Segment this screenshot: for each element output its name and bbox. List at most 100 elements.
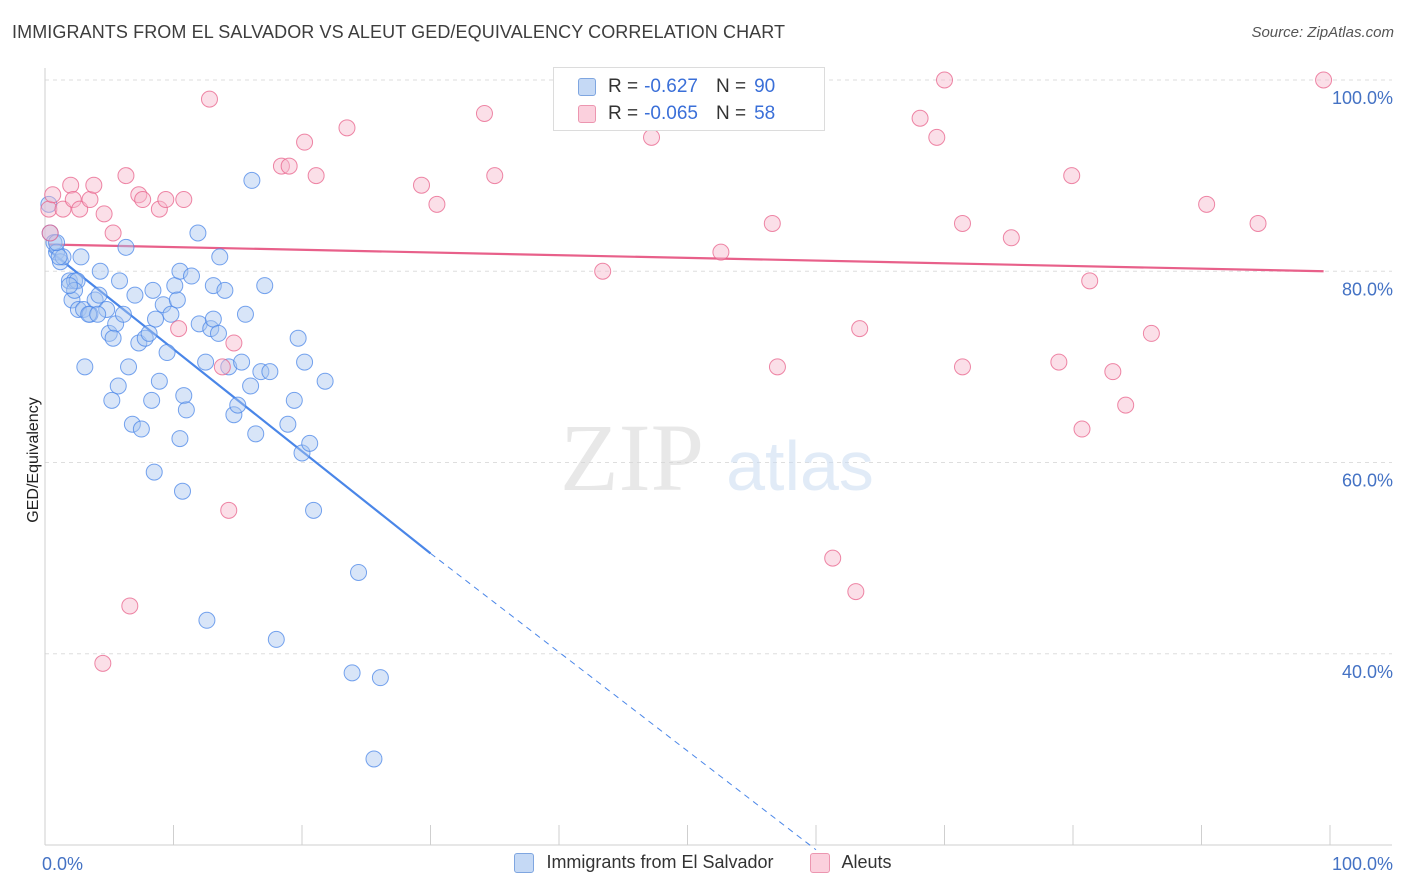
point-salvador <box>98 301 116 318</box>
point-aleut <box>413 176 431 194</box>
point-salvador <box>285 391 303 409</box>
legend-swatch-salvador <box>578 78 596 96</box>
point-salvador <box>267 630 285 648</box>
point-salvador <box>166 277 184 295</box>
point-salvador <box>66 281 84 299</box>
point-salvador <box>111 272 129 290</box>
point-salvador <box>76 358 94 376</box>
trend-lines <box>48 243 1324 851</box>
point-salvador <box>143 391 161 409</box>
point-salvador <box>220 358 238 376</box>
x-tick-label-min: 0.0% <box>42 854 83 874</box>
point-salvador <box>350 563 368 581</box>
point-aleut <box>428 195 446 213</box>
point-aleut <box>338 119 356 137</box>
point-aleut <box>1050 353 1068 371</box>
point-salvador <box>63 291 81 309</box>
point-salvador <box>229 396 247 414</box>
trend-extension-salvador <box>430 552 817 851</box>
point-aleut <box>44 186 62 204</box>
legend-row-salvador: R = -0.627 N = 90 <box>578 74 775 100</box>
point-aleut <box>911 109 929 127</box>
point-aleut <box>847 583 865 601</box>
point-salvador <box>48 234 66 252</box>
point-salvador <box>158 344 176 362</box>
point-aleut <box>157 191 175 209</box>
point-aleut <box>936 71 953 89</box>
point-aleut <box>81 191 99 209</box>
y-axis-title: GED/Equivalency <box>25 397 42 522</box>
point-salvador <box>316 372 334 390</box>
point-salvador <box>289 329 307 347</box>
point-aleut <box>85 176 103 194</box>
point-aleut <box>928 128 946 146</box>
point-salvador <box>104 329 122 347</box>
point-salvador <box>150 372 168 390</box>
point-aleut <box>763 214 781 232</box>
point-aleut <box>475 104 493 122</box>
point-salvador <box>198 611 216 629</box>
point-salvador <box>305 501 323 519</box>
point-salvador <box>365 750 383 768</box>
legend-r-value: -0.065 <box>644 103 698 124</box>
series-label-aleut: Aleuts <box>841 852 892 872</box>
trend-line-aleut <box>48 243 1324 273</box>
point-aleut <box>150 200 168 218</box>
point-salvador <box>145 463 163 481</box>
point-salvador <box>177 401 195 419</box>
point-salvador <box>182 267 200 285</box>
point-aleut <box>1142 324 1160 342</box>
point-aleut <box>712 243 730 261</box>
point-aleut <box>1063 167 1081 185</box>
point-salvador <box>204 310 222 328</box>
point-aleut <box>213 358 231 376</box>
point-aleut <box>1002 229 1020 247</box>
point-aleut <box>220 501 238 519</box>
x-tick-label-max: 100.0% <box>1332 854 1393 874</box>
chart-title: IMMIGRANTS FROM EL SALVADOR VS ALEUT GED… <box>12 22 786 42</box>
point-aleut <box>175 191 193 209</box>
series-swatch-salvador <box>514 852 535 873</box>
series-legend: Immigrants from El Salvador Aleuts <box>0 852 1406 873</box>
watermark-atlas: atlas <box>726 427 874 505</box>
point-salvador <box>117 238 135 256</box>
legend-r-label: R = <box>608 103 639 124</box>
legend-r-label: R = <box>608 76 639 97</box>
point-salvador <box>50 248 68 266</box>
legend-n-label: N = <box>715 103 747 124</box>
series-legend-salvador: Immigrants from El Salvador <box>514 852 774 873</box>
point-aleut <box>1198 195 1216 213</box>
point-salvador <box>279 415 297 433</box>
point-aleut <box>1249 214 1267 232</box>
point-aleut <box>1081 272 1099 290</box>
point-salvador <box>233 353 251 371</box>
point-salvador <box>123 415 141 433</box>
point-salvador <box>216 281 234 299</box>
point-salvador <box>162 305 180 323</box>
legend-n-value: 90 <box>754 76 776 97</box>
watermark: ZIP atlas <box>560 404 874 511</box>
point-aleut <box>953 214 971 232</box>
point-aleut <box>1073 420 1091 438</box>
point-aleut <box>296 133 314 151</box>
point-salvador <box>120 358 138 376</box>
watermark-zip: ZIP <box>560 404 704 511</box>
point-aleut <box>117 167 135 185</box>
axes <box>44 68 1392 846</box>
point-salvador <box>243 171 261 189</box>
point-salvador <box>252 363 270 381</box>
point-aleut <box>280 157 298 175</box>
point-salvador <box>54 248 72 266</box>
point-aleut <box>307 167 325 185</box>
point-salvador <box>242 377 260 395</box>
series-label-salvador: Immigrants from El Salvador <box>546 852 774 872</box>
point-salvador <box>261 363 279 381</box>
point-aleut <box>94 654 112 672</box>
point-aleut <box>170 320 188 338</box>
point-aleut <box>104 224 122 242</box>
point-salvador <box>90 286 108 304</box>
point-aleut <box>824 549 842 567</box>
correlation-legend: R = -0.627 N = 90 R = -0.065 N = 58 <box>553 67 825 131</box>
point-salvador <box>225 406 243 424</box>
